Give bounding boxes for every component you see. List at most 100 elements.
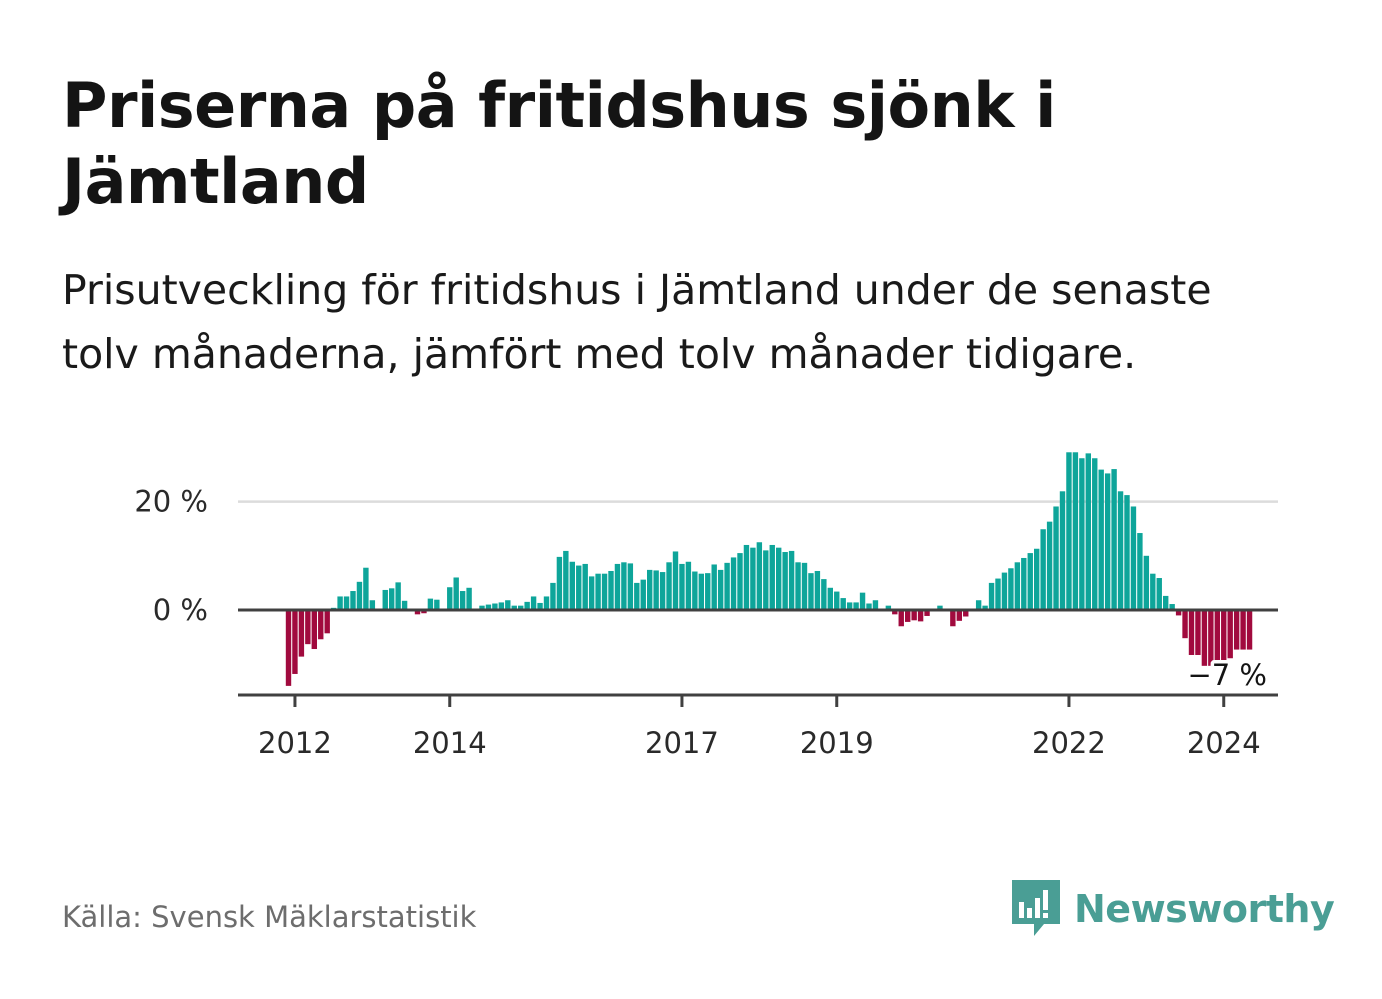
bar (479, 605, 485, 610)
bar (627, 563, 634, 610)
bar (1246, 610, 1253, 650)
bar (601, 573, 608, 610)
bar (782, 552, 788, 610)
brand-logo: Newsworthy (1010, 878, 1335, 940)
bar (614, 563, 621, 610)
last-value-annotation: −7 % (1184, 655, 1271, 696)
bar (324, 610, 330, 634)
bar (1104, 473, 1111, 610)
bar (311, 610, 317, 650)
bar (763, 550, 769, 610)
bar (1175, 610, 1182, 616)
bar (711, 564, 717, 610)
bar (982, 605, 988, 610)
bar (1034, 548, 1040, 610)
x-tick-label: 2024 (1187, 726, 1261, 760)
bar (672, 551, 679, 610)
y-tick-label: 0 % (153, 593, 208, 627)
bar (834, 591, 840, 610)
bar (1098, 469, 1104, 610)
bar (421, 610, 427, 614)
bar (518, 605, 524, 610)
bar (576, 565, 582, 610)
bar (369, 600, 376, 610)
bar (892, 610, 898, 615)
bar (1143, 555, 1150, 610)
bar (898, 610, 904, 627)
bar (389, 588, 395, 610)
bar (485, 604, 492, 610)
bar (730, 557, 737, 610)
bar (924, 610, 930, 616)
bar (679, 563, 685, 610)
bar (1188, 610, 1195, 655)
bar (1208, 610, 1214, 666)
bar (505, 600, 511, 610)
brand-name: Newsworthy (1074, 887, 1335, 931)
chart-subtitle: Prisutveckling för fritidshus i Jämtland… (62, 266, 1212, 378)
bar (1053, 506, 1059, 610)
bar (1195, 610, 1201, 655)
bar (543, 596, 550, 610)
bar (963, 610, 969, 617)
bar (1008, 568, 1014, 610)
x-tick-label: 2017 (645, 726, 719, 760)
bar (1130, 506, 1137, 610)
bar-chart: 0 % 20 % 2012 2014 2017 2019 2022 2024 −7 % (134, 452, 1278, 760)
bar (872, 600, 879, 610)
bar (363, 567, 369, 610)
bar (1156, 578, 1162, 610)
bar (634, 582, 640, 610)
bar (511, 605, 517, 610)
bar (956, 610, 962, 621)
x-axis-ticks: 2012 2014 2017 2019 2022 2024 (258, 695, 1261, 760)
bar (905, 610, 911, 622)
bar (975, 600, 982, 610)
bars (285, 452, 1253, 686)
bar (640, 579, 646, 610)
bar (356, 581, 363, 610)
bar (1092, 458, 1098, 610)
bar (1150, 573, 1156, 610)
bar (414, 610, 421, 615)
bar (1214, 610, 1220, 661)
bar (1221, 610, 1227, 661)
bar (1182, 610, 1188, 639)
bar (737, 553, 743, 610)
bar (582, 563, 588, 610)
bar (621, 562, 627, 610)
bar (917, 610, 924, 622)
bar (1046, 521, 1053, 610)
bar (724, 562, 730, 610)
bar (1227, 610, 1233, 659)
bar (911, 610, 917, 621)
x-tick-label: 2019 (800, 726, 874, 760)
bar (1085, 453, 1091, 610)
x-tick-label: 2012 (258, 726, 332, 760)
bar (659, 572, 666, 610)
bar (866, 603, 872, 610)
bar (556, 556, 563, 610)
last-value-label: −7 % (1187, 658, 1267, 692)
bar (1240, 610, 1246, 650)
bar (608, 570, 614, 610)
bar (795, 562, 801, 610)
bar (653, 570, 659, 610)
bar (1169, 604, 1175, 610)
bar (427, 598, 434, 610)
bar (498, 602, 505, 610)
bar (859, 592, 866, 610)
bar (318, 610, 324, 640)
bar (750, 547, 756, 610)
source-note: Källa: Svensk Mäklarstatistik (62, 900, 477, 934)
bar (743, 544, 750, 610)
bar (537, 602, 543, 610)
bar (1014, 562, 1021, 610)
bar (447, 587, 453, 610)
bar (1001, 572, 1008, 610)
bar (827, 587, 833, 610)
bar (950, 610, 956, 627)
bar (1117, 491, 1124, 610)
y-axis-labels: 0 % 20 % (134, 485, 208, 627)
bar (853, 602, 859, 610)
